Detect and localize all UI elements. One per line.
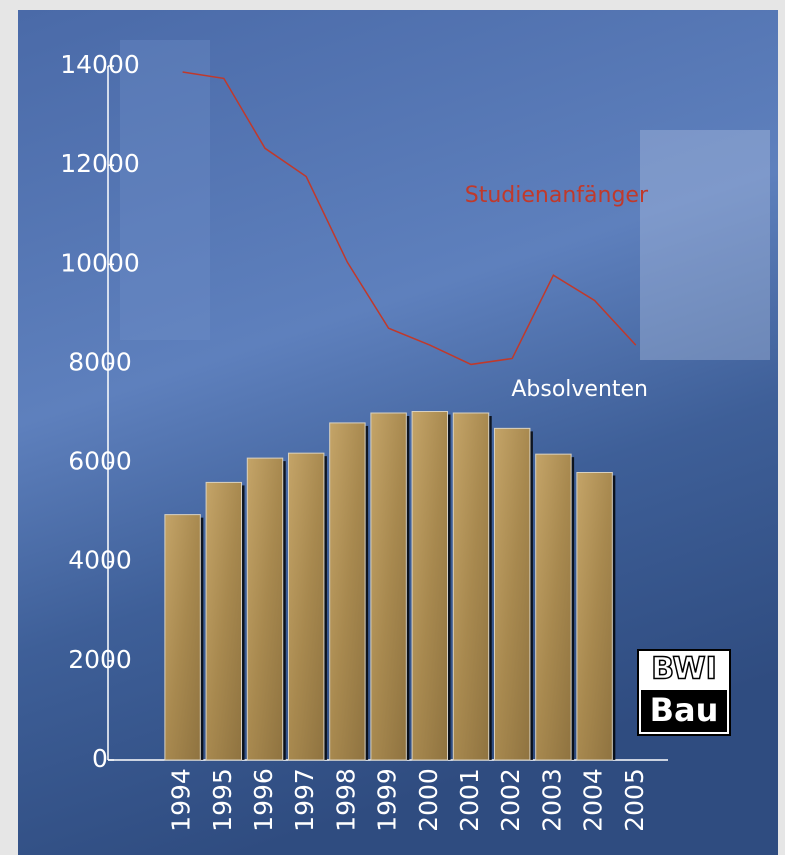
x-tick-label: 2004 — [579, 768, 608, 832]
line — [182, 71, 637, 366]
bar — [452, 412, 490, 761]
bar — [535, 453, 572, 761]
x-tick-label: 1994 — [167, 768, 196, 832]
bar — [205, 481, 243, 761]
bar — [329, 422, 366, 761]
x-tick-label: 1996 — [249, 768, 278, 832]
bar — [576, 471, 613, 761]
x-tick-label: 2001 — [455, 768, 484, 832]
series-label: Studienanfänger — [465, 183, 649, 208]
x-tick-label: 2002 — [496, 768, 525, 832]
y-tick-label: 10000 — [60, 248, 140, 277]
background-window — [640, 130, 770, 360]
logo-bar — [641, 690, 727, 732]
bar — [493, 427, 531, 761]
x-tick-label: 2005 — [620, 768, 649, 832]
background-window — [120, 40, 210, 340]
bar — [411, 411, 449, 761]
logo-text: Bau — [650, 691, 719, 729]
y-tick-label: 4000 — [68, 546, 132, 575]
x-tick-label: 1995 — [208, 768, 237, 832]
bar — [164, 514, 201, 761]
x-tick-label: 2000 — [414, 768, 443, 832]
x-tick-label: 1998 — [331, 768, 360, 832]
bar — [246, 457, 284, 761]
bar — [287, 452, 325, 761]
logo: BWI Bau — [637, 649, 731, 736]
x-tick-label: 1997 — [290, 768, 319, 832]
logo-text: BWI — [651, 652, 716, 687]
y-tick-label: 14000 — [60, 50, 140, 79]
y-tick-label: 6000 — [68, 447, 132, 476]
y-tick-label: 12000 — [60, 149, 140, 178]
y-tick-label: 0 — [92, 744, 108, 773]
y-tick-label: 8000 — [68, 347, 132, 376]
bar — [370, 412, 407, 761]
series-label: Absolventen — [511, 377, 648, 402]
y-tick-label: 2000 — [68, 645, 132, 674]
x-tick-label: 2003 — [537, 768, 566, 832]
x-tick-label: 1999 — [373, 768, 402, 832]
plot: 0 2000 4000 6000 8000 10000 12000 14000 1994 1995… — [60, 50, 668, 832]
